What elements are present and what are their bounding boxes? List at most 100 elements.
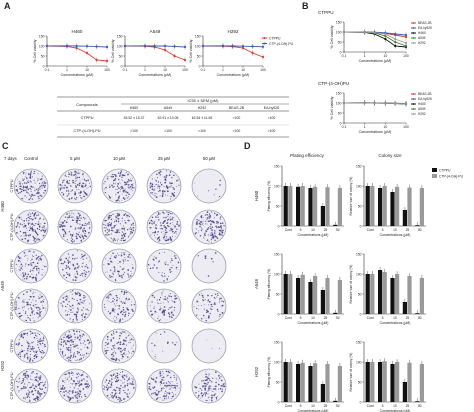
colony-dot (115, 331, 118, 333)
colony-dot (41, 187, 43, 189)
colony-dot (127, 383, 129, 385)
colony-dot (26, 377, 28, 379)
colony-dot (44, 265, 46, 268)
colony-dot (163, 306, 166, 308)
colony-dot (39, 223, 41, 225)
colony-dot (120, 253, 122, 255)
colony-dot (79, 215, 81, 217)
colony-dot (19, 217, 20, 219)
colony-dot (113, 226, 115, 228)
colony-dot (68, 267, 70, 269)
colony-dot (83, 354, 85, 356)
colony-dot (87, 387, 89, 389)
colony-dot (159, 375, 161, 377)
colony-dot (84, 219, 85, 220)
colony-dot (22, 272, 24, 274)
colony-dot (211, 400, 213, 402)
colony-dot (42, 352, 44, 354)
colony-dot (17, 296, 20, 299)
x-tick-label: Cont (367, 316, 374, 320)
colony-dot (85, 356, 87, 358)
colony-dot (72, 391, 74, 393)
colony-dot (122, 269, 124, 271)
colony-dot (168, 395, 170, 397)
colony-dot (109, 197, 112, 199)
colony-dot (120, 188, 121, 190)
colony-dot (207, 275, 210, 277)
colony-dot (74, 343, 76, 345)
colony-dot (80, 239, 83, 242)
colony-dot (114, 305, 116, 307)
colony-dot (157, 212, 160, 214)
colony-dot (159, 174, 161, 176)
colony-dot (41, 181, 43, 183)
colony-dot (24, 225, 26, 228)
colony-dot (116, 229, 118, 231)
colony-dot (127, 256, 130, 258)
colony-dot (40, 184, 42, 186)
colony-dot (38, 315, 40, 317)
colony-dot (65, 267, 67, 269)
colony-dot (23, 301, 25, 303)
colony-dot (60, 388, 63, 390)
colony-dot (116, 318, 118, 320)
colony-dot (197, 304, 199, 306)
colony-dot (71, 371, 72, 373)
table-header-span: IC50 ± SEM (μM) (188, 98, 220, 103)
colony-dot (34, 237, 36, 240)
colony-dot (18, 338, 20, 340)
colony-dot (166, 187, 169, 190)
colony-dot (115, 216, 117, 218)
colony-dot (64, 379, 66, 381)
colony-dot (217, 221, 220, 224)
colony-dot (171, 300, 172, 301)
colony-dot (205, 393, 207, 396)
colony-dot (123, 389, 125, 392)
x-tick-label: 0.1 (342, 54, 347, 58)
colony-dot (214, 235, 217, 238)
colony-dot (206, 211, 209, 213)
colony-dot (32, 251, 34, 253)
colony-dot (81, 253, 83, 255)
colony-dot (104, 348, 106, 350)
colony-dot (209, 219, 212, 222)
colony-dot (60, 385, 61, 387)
colony-dot (210, 387, 212, 389)
legend-marker (412, 108, 415, 110)
colony-dot (152, 392, 154, 395)
colony-dot (165, 261, 167, 263)
colony-dot (33, 319, 35, 321)
colony-dot (84, 383, 87, 385)
colony-dot (197, 195, 199, 197)
colony-dot (40, 229, 42, 232)
colony-dot (117, 191, 120, 194)
colony-dot (38, 178, 40, 180)
legend-label: H292 (418, 112, 426, 116)
colony-dot (126, 228, 129, 231)
colony-dot (164, 275, 166, 277)
colony-dot (34, 239, 36, 241)
bar (283, 186, 288, 226)
colony-dot (209, 216, 212, 218)
bar (333, 400, 338, 402)
colony-dot (159, 308, 161, 311)
colony-dot (86, 265, 88, 267)
colony-dot (27, 182, 29, 184)
colony-dot (83, 269, 85, 272)
colony-dot (107, 218, 110, 220)
bar (407, 362, 412, 402)
colony-dot (125, 332, 127, 334)
bar (407, 187, 412, 226)
table-cell: >100 (130, 129, 138, 133)
colony-dot (167, 264, 169, 266)
colony-dot (175, 231, 177, 233)
colony-dot (157, 181, 160, 183)
colony-dot (70, 309, 72, 311)
y-axis-label: Plating efficiency (%) (267, 357, 271, 388)
legend-label: BEAS-2B (418, 21, 431, 25)
colony-dot (154, 306, 155, 307)
colony-dot (26, 227, 28, 229)
bar (378, 188, 383, 226)
colony-dot (127, 389, 129, 391)
